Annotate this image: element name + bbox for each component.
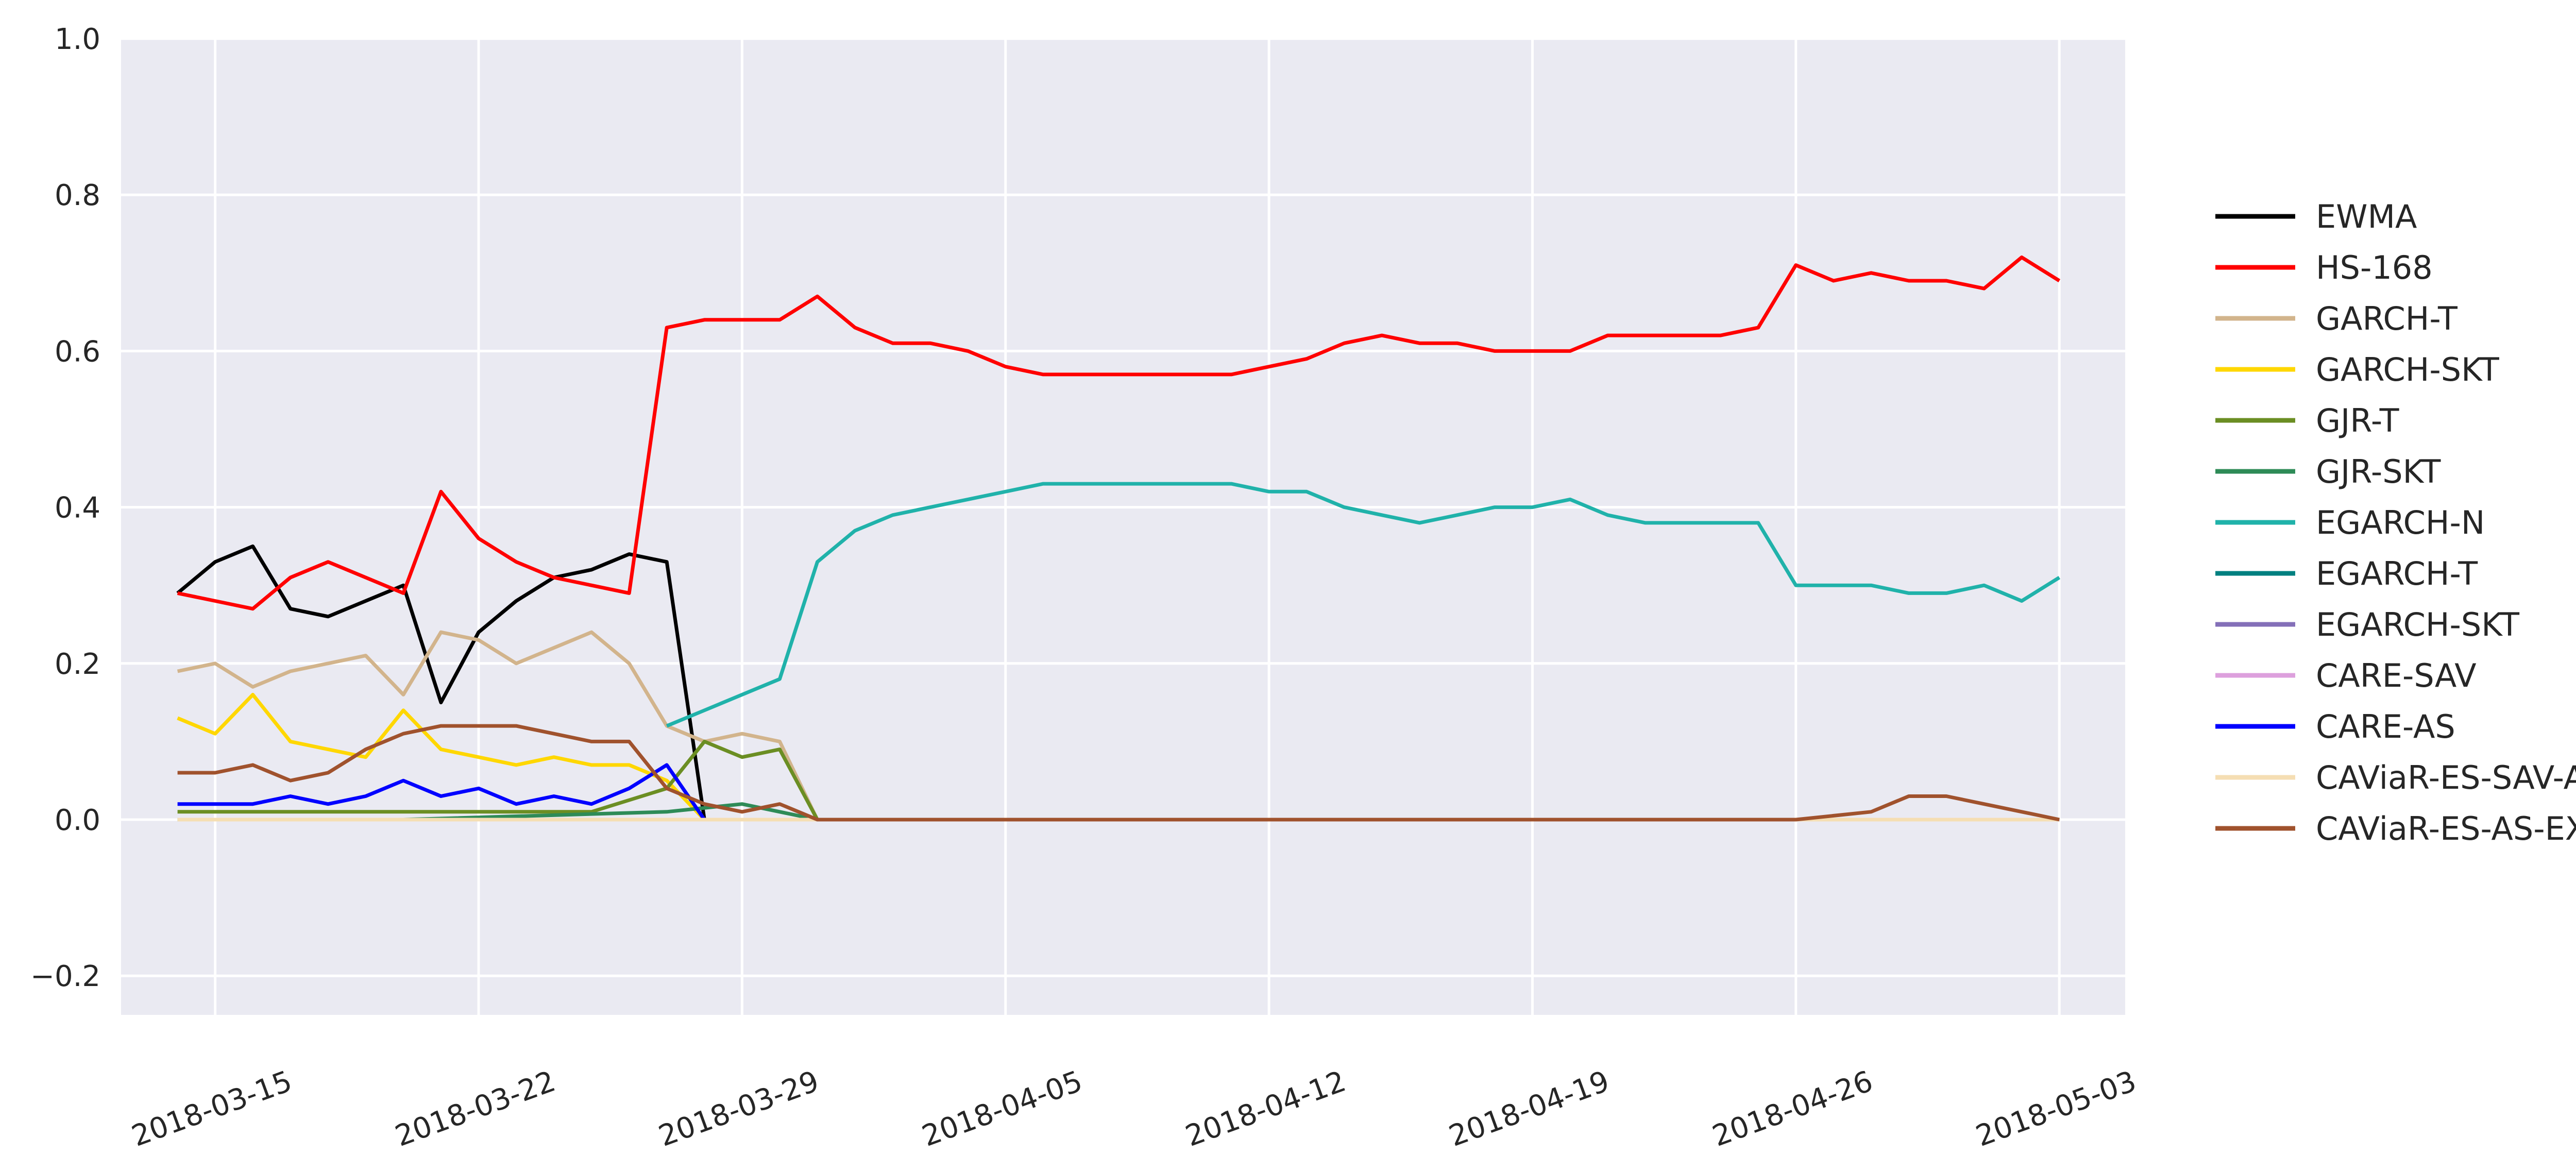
- legend-label: HS-168: [2316, 249, 2433, 286]
- grid: [121, 37, 2125, 1015]
- legend-label: CAViaR-ES-SAV-AR: [2316, 759, 2576, 796]
- x-tick-label: 2018-04-26: [1708, 1064, 1877, 1153]
- y-tick-label: 0.6: [55, 335, 100, 368]
- legend-label: GJR-T: [2316, 402, 2400, 439]
- legend-label: CARE-SAV: [2316, 657, 2477, 694]
- x-tick-label: 2018-05-03: [1972, 1064, 2141, 1153]
- series-line: [177, 724, 2060, 822]
- legend-label: EWMA: [2316, 198, 2417, 235]
- x-axis-ticks: 2018-03-15 2018-03-22 2018-03-29 2018-04-05…: [127, 1064, 2141, 1153]
- legend-label: GJR-SKT: [2316, 453, 2441, 490]
- y-tick-label: 0.8: [55, 179, 100, 212]
- legend-label: CARE-AS: [2316, 708, 2455, 745]
- legend-label: EGARCH-N: [2316, 504, 2485, 541]
- y-tick-label: 0.4: [55, 491, 100, 525]
- x-tick-label: 2018-04-12: [1181, 1064, 1350, 1153]
- y-tick-label: 0.2: [55, 648, 100, 681]
- legend-label: EGARCH-SKT: [2316, 606, 2520, 643]
- y-tick-label: 1.0: [55, 23, 100, 56]
- legend-label: GARCH-SKT: [2316, 351, 2500, 388]
- legend-label: EGARCH-T: [2316, 555, 2478, 592]
- x-tick-label: 2018-04-05: [918, 1064, 1087, 1153]
- y-tick-label: 0.0: [55, 804, 100, 837]
- series-line: [666, 482, 2061, 728]
- x-tick-label: 2018-04-19: [1445, 1064, 1614, 1153]
- series-lines: [176, 256, 2061, 822]
- legend-label: CAViaR-ES-AS-EXP: [2316, 810, 2576, 847]
- plot-background: [121, 39, 2125, 1015]
- y-axis-ticks: −0.2 0.0 0.2 0.4 0.6 0.8 1.0: [30, 23, 100, 993]
- x-tick-label: 2018-03-15: [127, 1064, 296, 1153]
- series-line: [177, 256, 2061, 611]
- legend: EWMA HS-168 GARCH-T GARCH-SKT GJR-T GJR-SKT EG…: [2215, 198, 2576, 847]
- x-tick-label: 2018-03-22: [391, 1064, 560, 1153]
- x-tick-label: 2018-03-29: [654, 1064, 823, 1153]
- y-tick-label: −0.2: [30, 960, 100, 993]
- legend-label: GARCH-T: [2316, 300, 2458, 337]
